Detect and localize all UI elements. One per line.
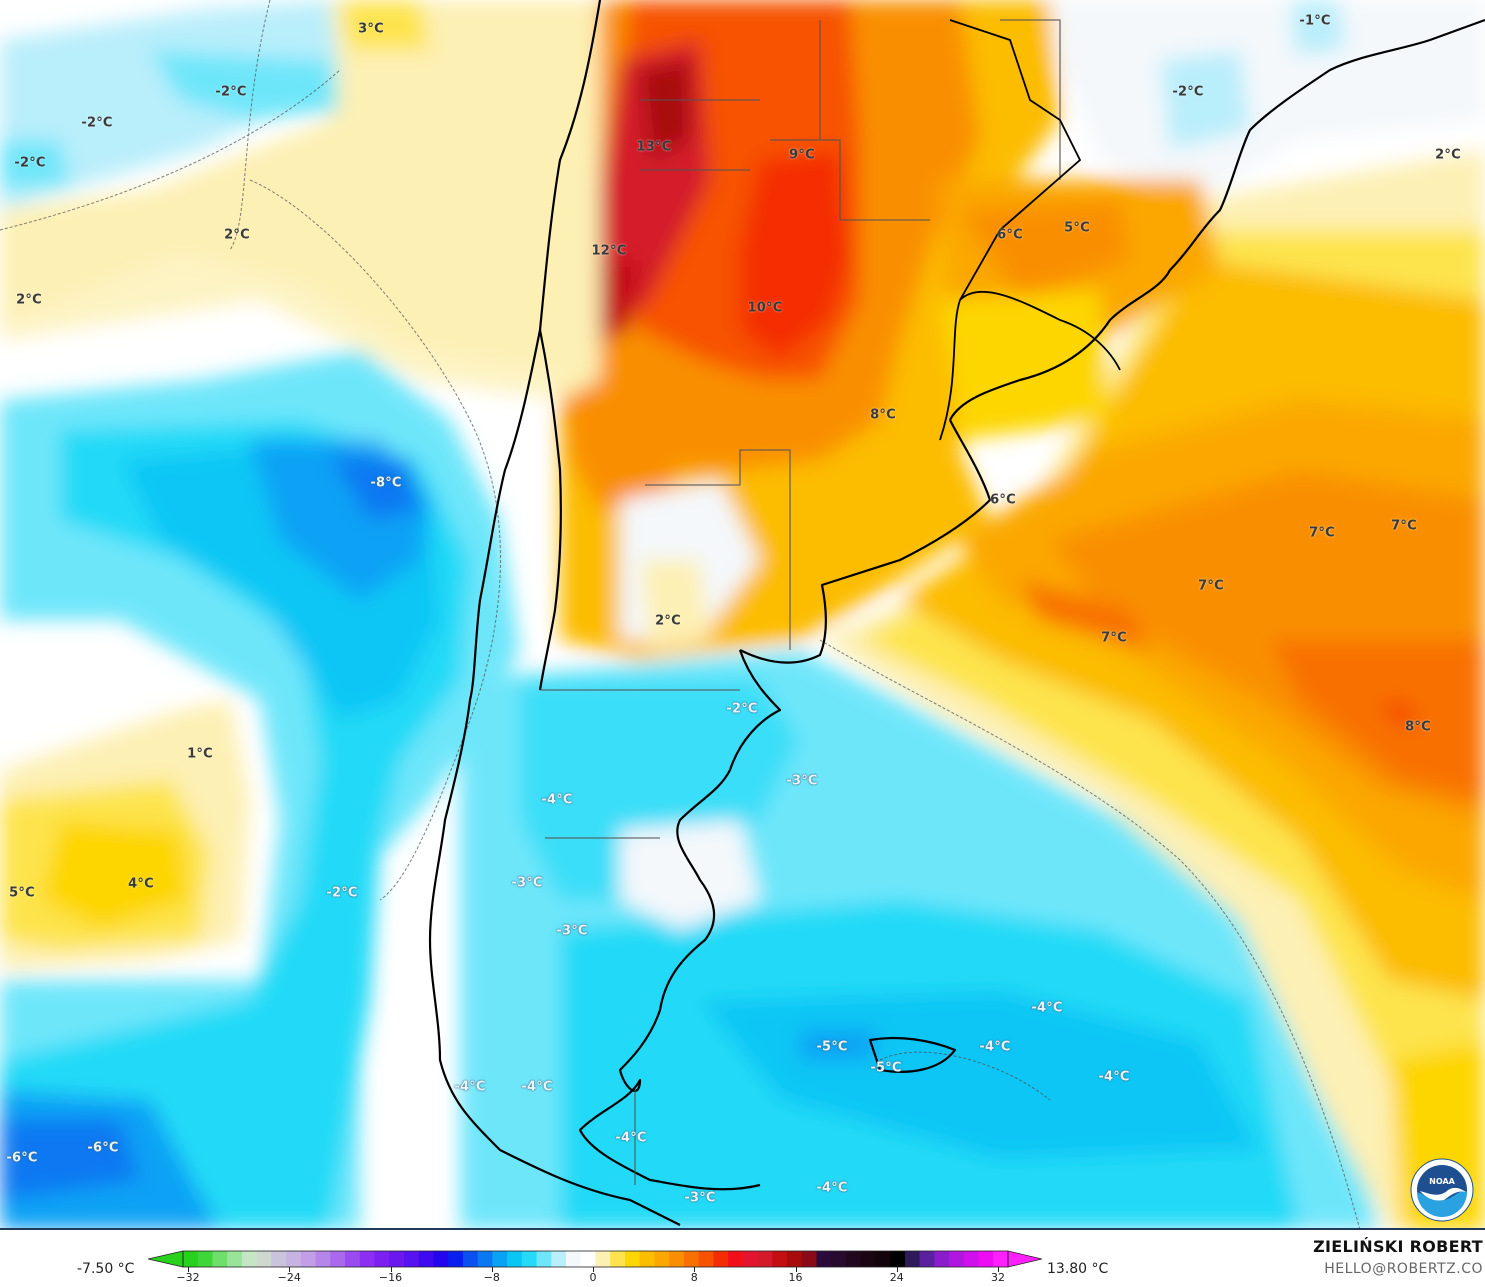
- map-fields: [0, 0, 1485, 1228]
- temperature-label: 12°C: [591, 243, 627, 259]
- temperature-label: -3°C: [786, 773, 818, 789]
- temperature-label: 8°C: [870, 407, 896, 423]
- colorbar-tick-mark: [694, 1267, 696, 1272]
- temperature-label: 10°C: [747, 300, 783, 316]
- temperature-label: -4°C: [979, 1039, 1011, 1055]
- temperature-label: -3°C: [511, 875, 543, 891]
- temperature-label: -2°C: [726, 701, 758, 717]
- colorbar-min-arrow: [148, 1250, 184, 1268]
- temperature-label: -1°C: [1299, 13, 1331, 29]
- temperature-label: -2°C: [14, 155, 46, 171]
- temperature-label: 9°C: [789, 147, 815, 163]
- colorbar-tick-mark: [491, 1267, 493, 1272]
- temperature-label: -2°C: [215, 84, 247, 100]
- temperature-label: -4°C: [521, 1079, 553, 1095]
- colorbar: [148, 1250, 1042, 1268]
- temperature-label: 1°C: [187, 746, 213, 762]
- temperature-label: -4°C: [541, 792, 573, 808]
- author-email: HELLO@ROBERTZ.CO: [1324, 1261, 1483, 1277]
- temperature-label: 2°C: [16, 292, 42, 308]
- temperature-label: -4°C: [1031, 1000, 1063, 1016]
- temperature-label: 2°C: [1435, 147, 1461, 163]
- colorbar-tick-label: −16: [378, 1271, 403, 1284]
- temperature-label: 3°C: [358, 21, 384, 37]
- temperature-label: -6°C: [87, 1140, 119, 1156]
- temperature-label: -6°C: [6, 1150, 38, 1166]
- colorbar-tick-label: 8: [690, 1271, 698, 1284]
- noaa-logo: NOAA: [1410, 1158, 1474, 1222]
- temperature-label: -2°C: [1172, 84, 1204, 100]
- colorbar-tick-mark: [188, 1267, 189, 1272]
- colorbar-tick-mark: [390, 1267, 392, 1272]
- temperature-label: 6°C: [997, 227, 1023, 243]
- temperature-label: 4°C: [128, 876, 154, 892]
- colorbar-tick-label: −32: [176, 1271, 200, 1284]
- colorbar-tick-mark: [289, 1267, 291, 1272]
- temperature-label: -2°C: [326, 885, 358, 901]
- colorbar-min-label: -7.50 °C: [77, 1261, 135, 1277]
- colorbar-tick-label: 32: [991, 1271, 1005, 1284]
- colorbar-tick-mark: [896, 1267, 898, 1272]
- colorbar-tick-label: 16: [788, 1271, 803, 1284]
- temperature-label: -3°C: [556, 923, 588, 939]
- temperature-label: -4°C: [1098, 1069, 1130, 1085]
- svg-text:NOAA: NOAA: [1429, 1177, 1455, 1186]
- temperature-label: -4°C: [454, 1079, 486, 1095]
- temperature-label: 5°C: [9, 885, 35, 901]
- temperature-label: 7°C: [1391, 518, 1417, 534]
- temperature-label: 2°C: [655, 613, 681, 629]
- temperature-label: 6°C: [990, 492, 1016, 508]
- temperature-label: 7°C: [1101, 630, 1127, 646]
- temperature-label: 7°C: [1309, 525, 1335, 541]
- colorbar-tick-mark: [593, 1267, 594, 1272]
- temperature-label: 13°C: [636, 139, 672, 155]
- temperature-label: -4°C: [816, 1180, 848, 1196]
- colorbar-tick-label: −8: [483, 1271, 500, 1284]
- colorbar-tick-label: −24: [277, 1271, 301, 1284]
- temperature-label: -8°C: [370, 475, 402, 491]
- temperature-label: -4°C: [615, 1130, 647, 1146]
- colorbar-max-label: 13.80 °C: [1047, 1261, 1109, 1277]
- colorbar-tick-label: 24: [889, 1271, 904, 1284]
- temperature-label: 5°C: [1064, 220, 1090, 236]
- temperature-label: 8°C: [1405, 719, 1431, 735]
- temperature-label: -3°C: [684, 1190, 716, 1206]
- temperature-anomaly-map: 3°C -2°C -2°C -2°C 2°C 2°C 13°C 9°C 12°C 10°C -1°C…: [0, 0, 1485, 1230]
- colorbar-tick-mark: [998, 1267, 999, 1272]
- temperature-label: 7°C: [1198, 578, 1224, 594]
- colorbar-tick-label: 0: [589, 1271, 597, 1284]
- author-credit: ZIELIŃSKI ROBERT: [1313, 1237, 1483, 1256]
- colorbar-tick-mark: [795, 1267, 797, 1272]
- colorbar-max-arrow: [1007, 1250, 1042, 1268]
- temperature-label: -5°C: [870, 1060, 902, 1076]
- temperature-label: -5°C: [816, 1039, 848, 1055]
- temperature-label: 2°C: [224, 227, 250, 243]
- temperature-label: -2°C: [81, 115, 113, 131]
